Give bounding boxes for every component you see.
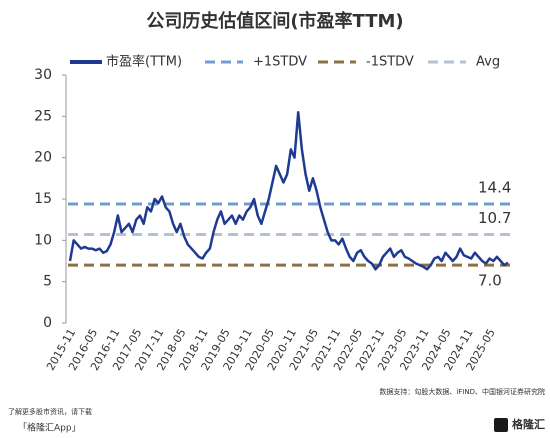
logo: 格隆汇: [512, 417, 545, 431]
chart-title: 公司历史估值区间(市盈率TTM): [146, 10, 403, 32]
logo-icon: [494, 418, 508, 432]
reference-label: 7.0: [478, 272, 502, 290]
source: 数据支持：勾股大数据、iFIND、中国银河证券研究院: [379, 387, 545, 396]
y-tick-label: 10: [34, 232, 52, 248]
reference-label: 14.4: [478, 178, 511, 196]
legend-label: Avg: [476, 55, 500, 70]
y-tick-label: 15: [34, 191, 52, 207]
y-tick-label: 25: [34, 108, 52, 124]
legend-label: -1STDV: [366, 55, 414, 70]
legend-label: 市盈率(TTM): [106, 54, 182, 70]
reference-label: 10.7: [478, 209, 511, 227]
promo: 了解更多股市资讯，请下载: [8, 407, 92, 416]
app-name: 「格隆汇App」: [18, 422, 81, 434]
y-tick-label: 30: [34, 67, 52, 83]
y-tick-label: 5: [43, 274, 52, 290]
y-tick-label: 20: [34, 150, 52, 166]
legend-label: +1STDV: [253, 55, 307, 70]
series-line: [68, 110, 509, 271]
y-tick-label: 0: [43, 315, 52, 331]
